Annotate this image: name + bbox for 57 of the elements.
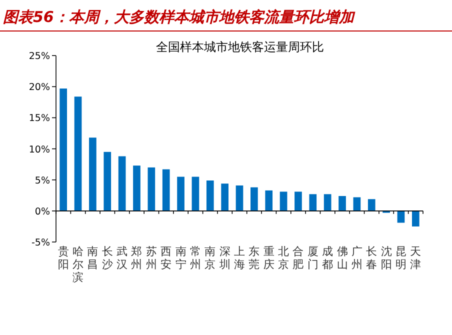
bar [412,210,420,226]
x-tick-label: 广州 [351,245,362,271]
x-tick-label: 合肥 [292,245,304,271]
y-tick-label: 10% [28,144,50,156]
bar [250,187,258,211]
x-tick-label: 武汉 [116,245,128,271]
y-tick-label: 5% [34,175,50,186]
bar [133,166,140,211]
bar [104,152,112,211]
bar [353,197,361,211]
x-tick-label: 贵阳 [58,245,69,271]
x-tick-label: 长春 [366,245,378,271]
bar [162,169,170,211]
bar [89,138,96,211]
chart-subtitle: 全国样本城市地铁客运量周环比 [156,40,324,54]
x-tick-label: 常州 [190,245,201,271]
x-tick-label: 西安 [160,245,172,271]
x-tick-label: 北京 [278,245,290,271]
x-tick-label: 东莞 [248,245,260,271]
bar [60,88,68,211]
y-tick-label: -5% [32,238,50,248]
x-tick-label: 南宁 [175,245,186,271]
x-tick-label: 厦门 [307,245,318,271]
chart-title: 图表56：本周，大多数样本城市地铁客流量环比增加 [3,8,356,26]
bar [192,176,200,211]
bar [338,196,346,211]
bar [118,156,126,211]
bar [324,194,332,211]
x-tick-label: 南昌 [87,245,98,271]
bar [148,167,156,211]
y-tick-label: 25% [28,51,50,62]
x-tick-label: 沈阳 [380,245,392,271]
y-tick-label: 20% [28,82,50,94]
x-tick-label: 成都 [322,245,334,271]
bar [74,96,82,211]
y-tick-label: 0% [34,206,50,218]
bar [265,190,273,211]
x-tick-label: 昆明 [395,245,406,271]
x-tick-label: 深圳 [218,245,230,271]
x-tick-label: 南京 [204,245,216,271]
bar [368,199,376,211]
x-tick-label: 长沙 [102,245,113,271]
x-tick-label: 上海 [234,245,245,271]
x-tick-label: 佛山 [336,245,348,271]
bar [309,194,317,211]
x-tick-label: 苏州 [146,245,157,271]
x-tick-label: 哈尔滨 [72,245,84,284]
bar [177,176,184,211]
x-tick-label: 郑州 [131,245,142,271]
bar [206,180,214,211]
y-tick-label: 15% [28,113,50,124]
x-tick-label: 重庆 [263,245,274,271]
bar [280,192,288,211]
bar [294,192,302,211]
bar [236,185,244,211]
x-tick-label: 天津 [410,245,422,271]
bar [221,184,228,211]
